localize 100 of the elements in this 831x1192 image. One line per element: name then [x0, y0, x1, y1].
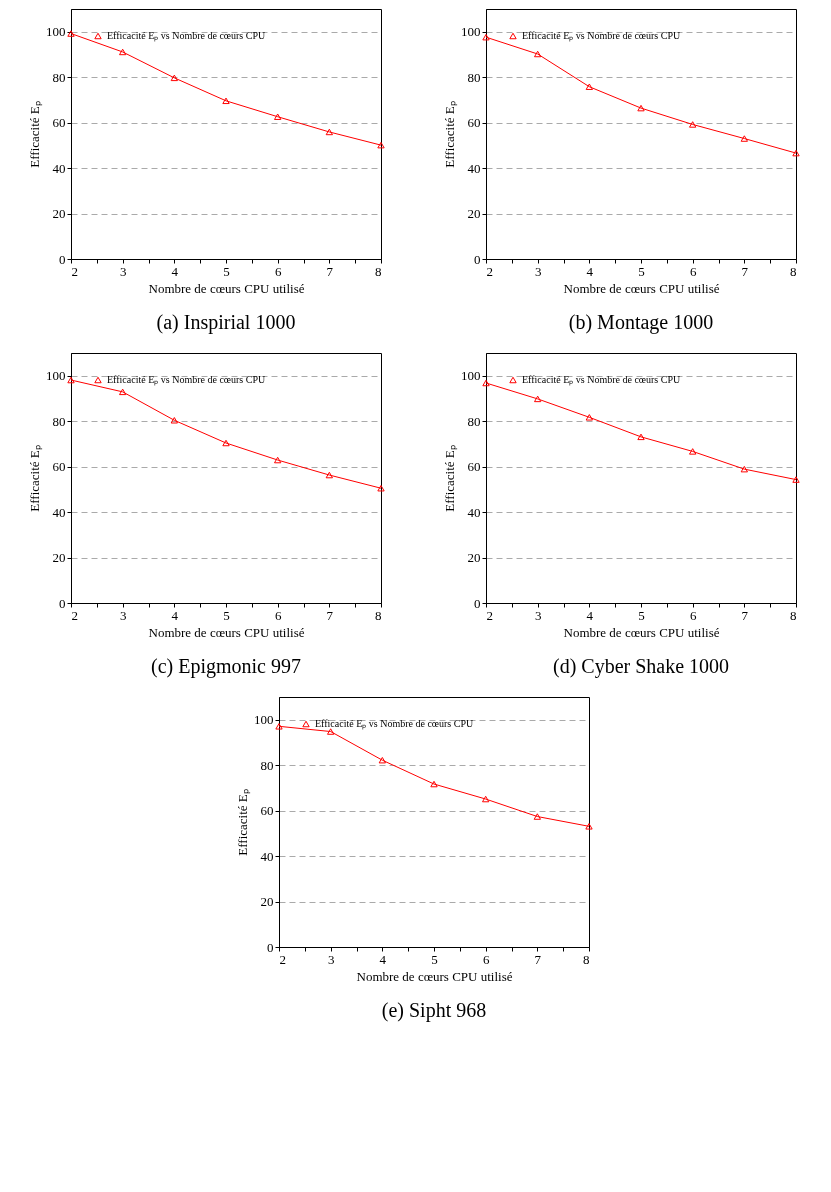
- x-tick-label: 7: [534, 951, 542, 967]
- point: [689, 121, 697, 128]
- point: [637, 104, 645, 112]
- text: (e) Sipht 968: [381, 999, 486, 1022]
- point: [67, 30, 75, 37]
- y-tick-label: 0: [59, 251, 66, 267]
- point: [481, 795, 489, 803]
- point: [222, 97, 230, 105]
- y-tick-label: 40: [260, 848, 273, 864]
- y-tick-label: 60: [467, 459, 481, 475]
- x-tick-label: 8: [375, 263, 382, 279]
- point: [637, 433, 645, 441]
- x-tick-label: 5: [223, 263, 230, 279]
- legend-label: Efficacité Eₚ vs Nombre de cœurs CPU: [107, 30, 266, 42]
- x-tick-label: 7: [741, 607, 749, 623]
- y-tick-label: 80: [52, 69, 66, 85]
- y-tick-label: 20: [467, 550, 481, 566]
- point: [377, 141, 385, 149]
- legend-label: Efficacité Eₚ vs Nombre de cœurs CPU: [522, 374, 681, 386]
- point: [533, 813, 541, 820]
- x-tick-label: 5: [638, 607, 645, 623]
- y-axis-title: Efficacité Eₚ: [442, 101, 458, 168]
- y-tick-label: 40: [467, 160, 481, 176]
- y-tick-label: 20: [52, 206, 66, 222]
- point: [585, 83, 593, 90]
- x-tick-label: 4: [379, 951, 387, 967]
- x-axis-title: Nombre de cœurs CPU utilisé: [148, 624, 305, 640]
- point: [326, 728, 334, 735]
- point: [585, 414, 593, 421]
- x-tick-label: 5: [223, 607, 230, 623]
- point: [378, 756, 386, 764]
- y-tick-label: 40: [52, 504, 66, 520]
- text: (b) Montage 1000: [568, 311, 714, 334]
- y-tick-label: 20: [52, 550, 66, 566]
- point: [482, 33, 490, 41]
- x-tick-label: 7: [741, 263, 749, 279]
- point: [222, 439, 230, 447]
- point: [67, 376, 75, 384]
- y-tick-label: 80: [52, 413, 66, 429]
- point: [274, 723, 283, 730]
- point: [325, 471, 333, 479]
- y-tick-label: 60: [467, 115, 481, 131]
- y-axis-title: Efficacité Eₚ: [27, 101, 43, 168]
- point: [792, 476, 800, 483]
- y-tick-label: 20: [467, 206, 481, 222]
- text: (c) Epigmonic 997: [151, 655, 301, 678]
- x-axis-title: Nombre de cœurs CPU utilisé: [148, 280, 305, 296]
- x-axis-title: Nombre de cœurs CPU utilisé: [356, 968, 513, 984]
- y-tick-label: 40: [467, 504, 481, 520]
- legend-label: Efficacité Eₚ vs Nombre de cœurs CPU: [314, 718, 474, 730]
- text: (d) Cyber Shake 1000: [552, 655, 730, 678]
- y-tick-label: 100: [253, 712, 273, 728]
- x-tick-label: 3: [534, 607, 542, 623]
- y-tick-label: 100: [46, 24, 66, 40]
- x-tick-label: 8: [790, 607, 797, 623]
- y-tick-label: 0: [266, 939, 273, 955]
- x-tick-label: 8: [790, 263, 797, 279]
- point: [274, 456, 282, 464]
- point: [534, 50, 542, 58]
- x-tick-label: 2: [279, 951, 286, 967]
- point: [274, 113, 282, 120]
- y-tick-label: 20: [260, 894, 273, 910]
- text: (a) Inspirial 1000: [156, 311, 296, 334]
- point: [325, 128, 333, 136]
- x-tick-label: 4: [171, 263, 179, 279]
- y-tick-label: 0: [59, 595, 66, 611]
- x-tick-label: 7: [326, 263, 334, 279]
- point: [534, 395, 542, 403]
- x-tick-label: 6: [689, 263, 697, 279]
- x-tick-label: 3: [119, 263, 127, 279]
- point: [689, 448, 697, 455]
- x-tick-label: 5: [638, 263, 645, 279]
- x-tick-label: 6: [689, 607, 697, 623]
- x-tick-label: 6: [482, 951, 490, 967]
- point: [740, 135, 748, 142]
- point: [119, 48, 127, 56]
- point: [584, 823, 593, 830]
- y-tick-label: 100: [461, 24, 481, 40]
- legend-label: Efficacité Eₚ vs Nombre de cœurs CPU: [522, 30, 681, 42]
- x-tick-label: 4: [586, 263, 594, 279]
- y-tick-label: 80: [467, 69, 481, 85]
- y-tick-label: 40: [52, 160, 66, 176]
- y-tick-label: 100: [46, 368, 66, 384]
- y-tick-label: 100: [461, 368, 481, 384]
- point: [429, 780, 438, 788]
- x-tick-label: 2: [71, 263, 78, 279]
- y-tick-label: 0: [474, 595, 481, 611]
- y-tick-label: 60: [260, 803, 273, 819]
- x-tick-label: 2: [486, 607, 493, 623]
- point: [377, 484, 385, 492]
- point: [119, 388, 127, 396]
- x-tick-label: 4: [171, 607, 179, 623]
- y-tick-label: 80: [467, 413, 481, 429]
- x-tick-label: 3: [534, 263, 542, 279]
- point: [740, 465, 748, 473]
- x-tick-label: 8: [375, 607, 382, 623]
- x-tick-label: 3: [327, 951, 334, 967]
- y-tick-label: 60: [52, 459, 66, 475]
- x-tick-label: 4: [586, 607, 594, 623]
- point: [792, 149, 800, 157]
